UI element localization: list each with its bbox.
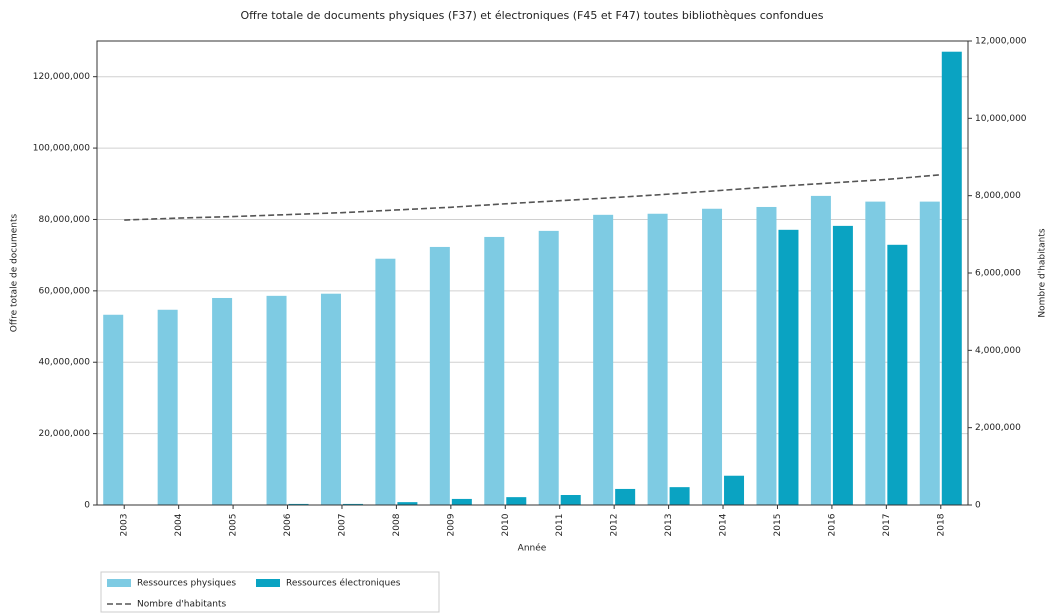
legend-box bbox=[100, 571, 440, 613]
y-tick-label: 40,000,000 bbox=[38, 358, 90, 368]
bar bbox=[103, 314, 124, 505]
x-tick-label: 2017 bbox=[882, 514, 892, 537]
bar bbox=[538, 230, 559, 506]
y-tick-label: 20,000,000 bbox=[38, 429, 90, 439]
y-tick-label: 80,000,000 bbox=[38, 215, 90, 225]
y2-tick-label: 8,000,000 bbox=[975, 191, 1021, 201]
y-tick-label: 0 bbox=[84, 501, 90, 511]
bar bbox=[832, 225, 853, 505]
y2-tick-label: 12,000,000 bbox=[975, 37, 1027, 47]
bar bbox=[506, 497, 527, 505]
bar bbox=[484, 236, 505, 505]
bar bbox=[919, 201, 940, 505]
bar bbox=[397, 502, 418, 505]
y-tick-label: 120,000,000 bbox=[33, 72, 91, 82]
x-tick-label: 2018 bbox=[936, 513, 946, 536]
bar bbox=[778, 229, 799, 505]
line bbox=[124, 173, 941, 221]
y-tick-label: 100,000,000 bbox=[33, 144, 91, 154]
bar bbox=[647, 213, 668, 505]
legend-label: Ressources électroniques bbox=[286, 578, 401, 589]
bar bbox=[702, 208, 723, 505]
x-tick-label: 2010 bbox=[501, 513, 511, 536]
bar bbox=[157, 309, 178, 505]
y2-tick-label: 2,000,000 bbox=[975, 423, 1021, 433]
x-tick-label: 2013 bbox=[664, 514, 674, 537]
bar bbox=[266, 295, 287, 505]
bar bbox=[887, 244, 908, 505]
y2-tick-label: 0 bbox=[975, 501, 981, 511]
x-tick-label: 2011 bbox=[555, 514, 565, 537]
x-tick-label: 2006 bbox=[283, 513, 293, 536]
x-tick-label: 2015 bbox=[773, 514, 783, 537]
bar bbox=[288, 503, 309, 505]
bar bbox=[593, 214, 614, 505]
y2-tick-label: 10,000,000 bbox=[975, 114, 1027, 124]
plot-frame bbox=[96, 40, 969, 506]
x-tick-label: 2012 bbox=[610, 514, 620, 537]
bar bbox=[941, 51, 962, 505]
bar bbox=[669, 487, 690, 505]
bar bbox=[451, 498, 472, 505]
legend-swatch bbox=[256, 579, 280, 587]
bar bbox=[342, 503, 363, 505]
bar bbox=[756, 206, 777, 505]
y-axis-label: Offre totale de documents bbox=[10, 214, 20, 333]
bar bbox=[810, 195, 831, 506]
x-tick-label: 2003 bbox=[120, 514, 130, 537]
bar bbox=[865, 201, 886, 505]
x-tick-label: 2009 bbox=[446, 513, 456, 536]
x-tick-label: 2014 bbox=[719, 513, 729, 536]
bar bbox=[212, 297, 233, 505]
legend-label: Nombre d'habitants bbox=[137, 600, 227, 610]
bar bbox=[375, 258, 396, 505]
y2-axis-label: Nombre d'habitants bbox=[1038, 228, 1048, 318]
y2-tick-label: 6,000,000 bbox=[975, 269, 1021, 279]
y2-tick-label: 4,000,000 bbox=[975, 346, 1021, 356]
x-tick-label: 2016 bbox=[827, 513, 837, 536]
legend-label: Ressources physiques bbox=[137, 579, 236, 589]
bar bbox=[615, 488, 636, 505]
x-tick-label: 2007 bbox=[337, 514, 347, 537]
bar bbox=[320, 293, 341, 505]
bar bbox=[429, 246, 450, 505]
bar bbox=[560, 495, 581, 505]
chart-title: Offre totale de documents physiques (F37… bbox=[240, 9, 823, 22]
x-tick-label: 2005 bbox=[229, 514, 239, 537]
y-tick-label: 60,000,000 bbox=[38, 286, 90, 296]
x-tick-label: 2008 bbox=[392, 513, 402, 536]
legend-swatch bbox=[107, 579, 131, 587]
x-axis-label: Année bbox=[518, 543, 547, 554]
x-tick-label: 2004 bbox=[174, 513, 184, 536]
bar bbox=[724, 475, 745, 505]
